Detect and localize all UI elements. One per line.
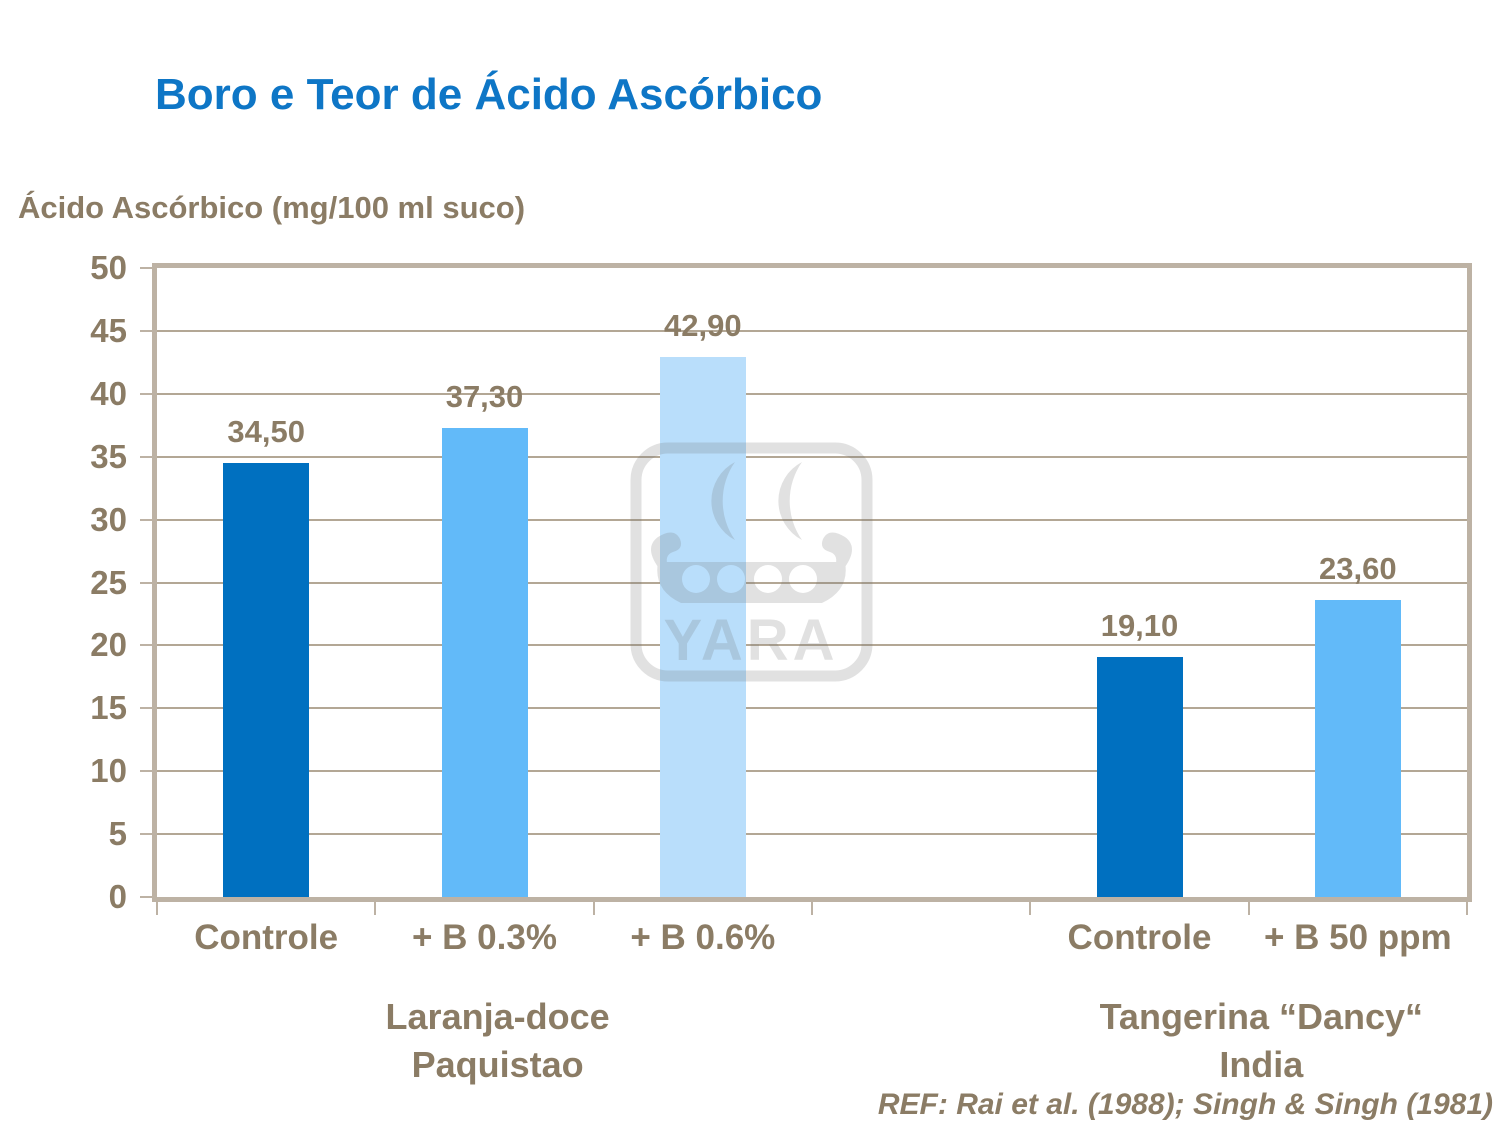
x-axis-tick (592, 902, 595, 915)
bar-value-label: 34,50 (227, 413, 305, 449)
y-axis-tick (140, 896, 153, 898)
gridline (157, 455, 1467, 458)
y-axis-tick (140, 644, 153, 647)
gridline (157, 707, 1467, 710)
bar (1314, 600, 1401, 897)
x-axis-tick (156, 902, 158, 915)
reference-text: REF: Rai et al. (1988); Singh & Singh (1… (877, 1088, 1493, 1121)
group-label-line2: Paquistao (411, 1044, 584, 1085)
category-label: Controle (1067, 918, 1212, 957)
category-label: + B 0.3% (412, 918, 557, 957)
x-axis-tick (374, 902, 377, 915)
y-axis-tick (140, 518, 153, 521)
group-label-line1: Tangerina “Dancy“ (1099, 996, 1424, 1037)
y-axis-tick-label: 10 (90, 752, 127, 790)
gridline (157, 833, 1467, 836)
group-label-line1: Laranja-doce (385, 996, 610, 1037)
chart-title: Boro e Teor de Ácido Ascórbico (155, 70, 823, 119)
x-axis-tick (1466, 902, 1468, 915)
y-axis-tick-label: 20 (90, 626, 127, 664)
group-label: Tangerina “Dancy“ India (991, 993, 1501, 1089)
gridline (157, 581, 1467, 584)
bar-value-label: 42,90 (664, 308, 742, 344)
group-label-line2: India (1219, 1044, 1304, 1085)
y-axis-tick-label: 30 (90, 500, 127, 538)
y-axis-tick-label: 0 (108, 878, 127, 915)
gridline (157, 770, 1467, 773)
y-axis-tick (140, 392, 153, 395)
bar (659, 357, 746, 897)
bar (223, 463, 310, 897)
y-axis-tick-label: 15 (90, 689, 127, 727)
bar (1096, 656, 1183, 897)
x-axis-tick (1247, 902, 1250, 915)
x-axis-tick (811, 902, 813, 915)
y-axis-tick-label: 5 (108, 815, 127, 853)
category-label: + B 50 ppm (1263, 918, 1452, 957)
bar-value-label: 37,30 (445, 378, 524, 414)
category-label: Controle (194, 918, 339, 957)
group-label: Laranja-doce Paquistao (228, 993, 768, 1089)
y-axis-tick (140, 707, 153, 710)
y-axis-tick (140, 833, 153, 836)
y-axis-tick-label: 50 (90, 249, 127, 286)
bar-value-label: 19,10 (1100, 607, 1179, 643)
y-axis-tick (140, 455, 153, 458)
y-axis-tick (140, 581, 153, 584)
y-axis-tick (140, 770, 153, 773)
y-axis-tick-label: 40 (90, 374, 127, 412)
bar (441, 427, 528, 897)
category-label: + B 0.6% (630, 918, 776, 957)
y-axis-tick-label: 25 (90, 563, 127, 601)
x-axis-tick (1029, 902, 1032, 915)
gridline (157, 329, 1467, 332)
plot-area (152, 263, 1472, 902)
gridline (157, 392, 1467, 395)
y-axis-tick (140, 329, 153, 332)
y-axis-tick (140, 267, 153, 269)
gridline (157, 644, 1467, 647)
gridline (157, 518, 1467, 521)
bar-value-label: 23,60 (1319, 551, 1397, 587)
y-axis-tick-label: 35 (90, 437, 127, 475)
y-axis-title: Ácido Ascórbico (mg/100 ml suco) (18, 190, 526, 225)
y-axis-tick-label: 45 (90, 311, 127, 349)
